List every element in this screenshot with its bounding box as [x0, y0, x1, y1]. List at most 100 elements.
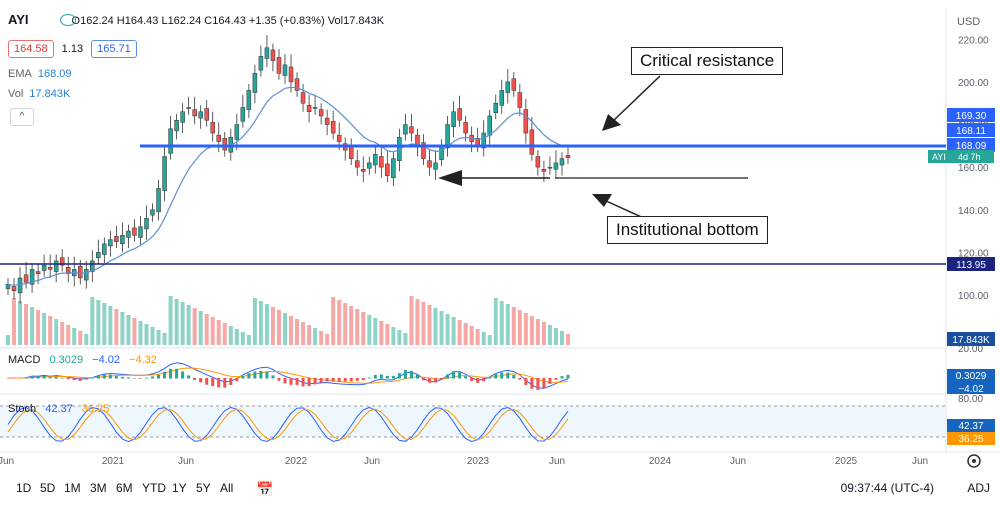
volume-bar [463, 323, 468, 345]
macd-bar [506, 372, 510, 379]
svg-text:17.843K: 17.843K [952, 335, 990, 346]
volume-bar [264, 304, 269, 345]
volume-bar [276, 310, 281, 345]
volume-bar [192, 308, 197, 345]
x-tick-label: 2024 [649, 456, 672, 467]
range-ytd[interactable]: YTD [142, 481, 166, 495]
candle [138, 226, 143, 238]
currency-label: USD [957, 16, 981, 28]
macd-bar [397, 373, 401, 379]
macd-bar [566, 374, 570, 379]
candle [433, 162, 438, 170]
volume-bar [66, 325, 71, 345]
volume-bar [168, 296, 173, 345]
ask-button[interactable]: 165.71 [91, 40, 137, 58]
macd-bar [373, 374, 377, 379]
volume-bar [222, 323, 227, 345]
macd-bar [440, 378, 444, 380]
volume-bar [493, 298, 498, 345]
range-1m[interactable]: 1M [64, 481, 81, 495]
candle [11, 286, 17, 291]
clock-readout: 09:37:44 (UTC-4) [840, 481, 934, 495]
volume-bar [132, 318, 137, 345]
settings-gear-icon[interactable] [967, 454, 981, 468]
macd-bar [48, 377, 52, 379]
svg-text:42.37: 42.37 [958, 421, 983, 432]
range-1y[interactable]: 1Y [172, 481, 187, 495]
candle [559, 158, 565, 166]
volume-bar [319, 331, 324, 345]
candle [324, 117, 330, 125]
macd-bar [289, 378, 293, 385]
macd-bar [271, 375, 275, 379]
bid-button[interactable]: 164.58 [8, 40, 54, 58]
candle [306, 105, 312, 112]
volume-bar [373, 318, 378, 345]
current-price-label: AYI 4d 7h [928, 150, 994, 163]
macd-bar [205, 378, 209, 385]
candle [318, 109, 324, 117]
macd-bar [169, 368, 173, 379]
macd-bar [343, 378, 347, 382]
macd-bar [524, 378, 528, 385]
x-tick-label: 2022 [285, 456, 308, 467]
volume-bar [439, 311, 444, 345]
range-6m[interactable]: 6M [116, 481, 133, 495]
adj-toggle[interactable]: ADJ [967, 481, 990, 495]
candle [439, 145, 444, 160]
volume-bar [337, 300, 342, 345]
macd-bar [337, 378, 341, 382]
range-5y[interactable]: 5Y [196, 481, 211, 495]
range-1d[interactable]: 1D [16, 481, 32, 495]
candle [457, 108, 462, 121]
x-tick-label: 2025 [835, 456, 858, 467]
macd-signal-line [8, 367, 569, 384]
volume-bar [102, 303, 107, 345]
y-tick-label: 120.00 [958, 248, 989, 259]
volume-bar [361, 312, 366, 345]
collapse-legend-button[interactable]: ^ [10, 108, 34, 126]
macd-tick-label: 20.00 [958, 344, 983, 355]
volume-bar [415, 299, 420, 345]
volume-bar [234, 329, 239, 345]
macd-bar [361, 378, 365, 381]
macd-bar [307, 378, 311, 387]
volume-bar [535, 319, 540, 345]
volume-bar [24, 304, 29, 345]
volume-bar [126, 315, 131, 345]
candle [517, 92, 523, 108]
volume-bar [18, 301, 23, 345]
macd-bar [120, 376, 124, 379]
volume-bar [78, 331, 83, 345]
candle [47, 267, 53, 270]
candle [541, 169, 547, 172]
volume-bar [325, 334, 330, 345]
candle [84, 269, 89, 281]
macd-bar [72, 378, 76, 381]
range-3m[interactable]: 3M [90, 481, 107, 495]
range-5d[interactable]: 5D [40, 481, 56, 495]
macd-bar [199, 378, 203, 383]
macd-bar [6, 378, 10, 379]
macd-bar [536, 378, 540, 390]
volume-bar [84, 334, 89, 345]
volume-bar [108, 306, 113, 345]
candle [192, 109, 197, 117]
macd-bar [313, 378, 317, 385]
volume-bar [54, 319, 59, 345]
macd-bar [367, 377, 371, 379]
svg-text:113.95: 113.95 [956, 260, 986, 271]
volume-bar [301, 322, 306, 345]
x-tick-label: 2021 [102, 456, 125, 467]
macd-bar [482, 378, 486, 382]
eye-icon[interactable] [60, 14, 76, 26]
volume-bar [505, 304, 510, 345]
candle [264, 47, 270, 59]
volume-bar [566, 334, 570, 345]
date-range-icon[interactable]: 📅 [256, 481, 274, 497]
range-all[interactable]: All [220, 481, 234, 495]
candle [505, 81, 511, 93]
macd-bar [241, 376, 245, 379]
volume-bar [282, 313, 287, 345]
macd-bar [476, 378, 480, 383]
